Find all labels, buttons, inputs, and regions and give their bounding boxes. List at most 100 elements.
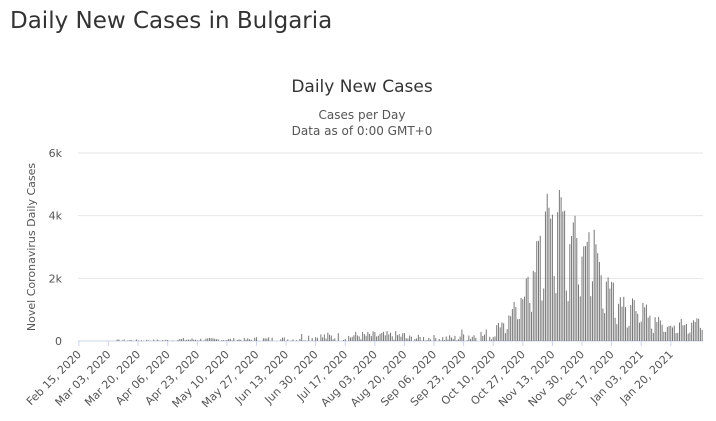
daily-cases-bar bbox=[381, 332, 383, 341]
daily-cases-bar bbox=[616, 324, 618, 341]
daily-cases-bar bbox=[699, 327, 701, 341]
daily-cases-bar bbox=[494, 336, 496, 341]
daily-cases-bar bbox=[496, 325, 498, 341]
daily-cases-bar bbox=[438, 338, 440, 341]
daily-cases-bar bbox=[360, 339, 362, 341]
daily-cases-bar bbox=[395, 331, 397, 341]
daily-cases-bar bbox=[153, 339, 155, 341]
daily-cases-bar bbox=[572, 222, 574, 341]
y-tick-label: 0 bbox=[55, 335, 62, 348]
daily-cases-bar bbox=[553, 275, 555, 341]
daily-cases-bar bbox=[560, 197, 562, 341]
daily-cases-bar bbox=[583, 246, 585, 341]
daily-cases-bar bbox=[463, 334, 465, 341]
daily-cases-bar bbox=[282, 337, 284, 341]
daily-cases-bar bbox=[188, 339, 190, 341]
daily-cases-bar bbox=[586, 241, 588, 341]
daily-cases-bar bbox=[510, 316, 512, 341]
daily-cases-bar bbox=[243, 337, 245, 341]
daily-cases-bar bbox=[584, 246, 586, 341]
daily-cases-bar bbox=[383, 331, 385, 341]
daily-cases-bar bbox=[205, 338, 207, 341]
daily-cases-bar bbox=[635, 311, 637, 341]
daily-cases-bar bbox=[520, 298, 522, 341]
daily-cases-bar bbox=[245, 339, 247, 341]
daily-cases-bar bbox=[571, 236, 573, 341]
daily-cases-bar bbox=[221, 340, 223, 341]
daily-cases-bar bbox=[447, 339, 449, 341]
daily-cases-bar bbox=[581, 256, 583, 341]
daily-cases-bar bbox=[196, 340, 198, 341]
daily-cases-bar bbox=[492, 337, 494, 341]
daily-cases-bar bbox=[694, 321, 696, 341]
daily-cases-bar bbox=[473, 335, 475, 341]
daily-cases-bar bbox=[426, 340, 428, 341]
daily-cases-bar bbox=[118, 339, 120, 341]
daily-cases-bar bbox=[531, 311, 533, 341]
daily-cases-bar bbox=[597, 253, 599, 341]
daily-cases-bar bbox=[562, 211, 564, 341]
daily-cases-bar bbox=[537, 240, 539, 341]
daily-cases-bar bbox=[555, 293, 557, 341]
y-axis-ticks: 0 2k 4k 6k bbox=[49, 147, 63, 348]
daily-cases-bar bbox=[210, 338, 212, 341]
daily-cases-bar bbox=[203, 340, 205, 341]
daily-cases-bar bbox=[517, 319, 519, 341]
daily-cases-bar bbox=[264, 338, 266, 341]
daily-cases-bar bbox=[184, 340, 186, 341]
daily-cases-bar bbox=[390, 332, 391, 341]
daily-cases-bar bbox=[442, 337, 444, 341]
daily-cases-bar bbox=[329, 334, 331, 341]
daily-cases-bar bbox=[682, 325, 684, 341]
daily-cases-bar bbox=[628, 325, 630, 341]
daily-cases-bar bbox=[301, 334, 303, 341]
daily-cases-bar bbox=[280, 339, 282, 341]
daily-cases-bar bbox=[403, 333, 405, 341]
daily-cases-bar bbox=[529, 303, 531, 341]
daily-cases-bar bbox=[651, 328, 653, 341]
daily-cases-bar bbox=[165, 339, 167, 341]
daily-cases-bar bbox=[179, 338, 181, 341]
daily-cases-bar bbox=[698, 318, 700, 341]
daily-cases-bar bbox=[283, 337, 285, 341]
daily-cases-bar bbox=[604, 313, 606, 341]
daily-cases-bar bbox=[550, 218, 552, 341]
daily-cases-bar bbox=[376, 336, 378, 341]
daily-cases-bar bbox=[578, 284, 580, 341]
daily-cases-bar bbox=[457, 339, 459, 341]
daily-cases-bar bbox=[177, 339, 179, 341]
daily-cases-bar bbox=[518, 319, 520, 341]
daily-cases-bar bbox=[644, 307, 646, 341]
daily-cases-bar bbox=[595, 244, 597, 341]
daily-cases-bar bbox=[633, 300, 635, 341]
daily-cases-bar bbox=[470, 338, 472, 341]
daily-cases-bar bbox=[391, 336, 393, 341]
daily-cases-bar bbox=[172, 340, 174, 341]
daily-cases-bar bbox=[146, 339, 148, 341]
daily-cases-bar bbox=[208, 337, 210, 341]
daily-cases-bar bbox=[640, 321, 642, 341]
daily-cases-bar bbox=[135, 339, 137, 341]
daily-cases-bar bbox=[325, 338, 327, 341]
daily-cases-bar bbox=[189, 339, 191, 341]
daily-cases-bar bbox=[332, 339, 334, 341]
daily-cases-bar bbox=[515, 307, 517, 341]
daily-cases-bar bbox=[557, 212, 559, 341]
daily-cases-bar bbox=[372, 331, 374, 341]
daily-cases-bar bbox=[656, 321, 658, 341]
daily-cases-bar bbox=[680, 318, 682, 341]
daily-cases-bar bbox=[482, 335, 484, 341]
daily-cases-bar bbox=[240, 339, 242, 341]
daily-cases-bar bbox=[466, 340, 468, 341]
daily-cases-bar bbox=[663, 331, 665, 341]
daily-cases-bar bbox=[565, 290, 567, 341]
daily-cases-bar bbox=[344, 338, 346, 341]
daily-cases-bar bbox=[551, 214, 553, 341]
daily-cases-bar bbox=[450, 337, 452, 341]
daily-cases-bar bbox=[428, 337, 430, 341]
daily-cases-bar bbox=[668, 325, 670, 341]
daily-cases-bar bbox=[161, 340, 163, 341]
daily-cases-bar bbox=[607, 277, 609, 341]
daily-cases-bar bbox=[677, 332, 679, 341]
